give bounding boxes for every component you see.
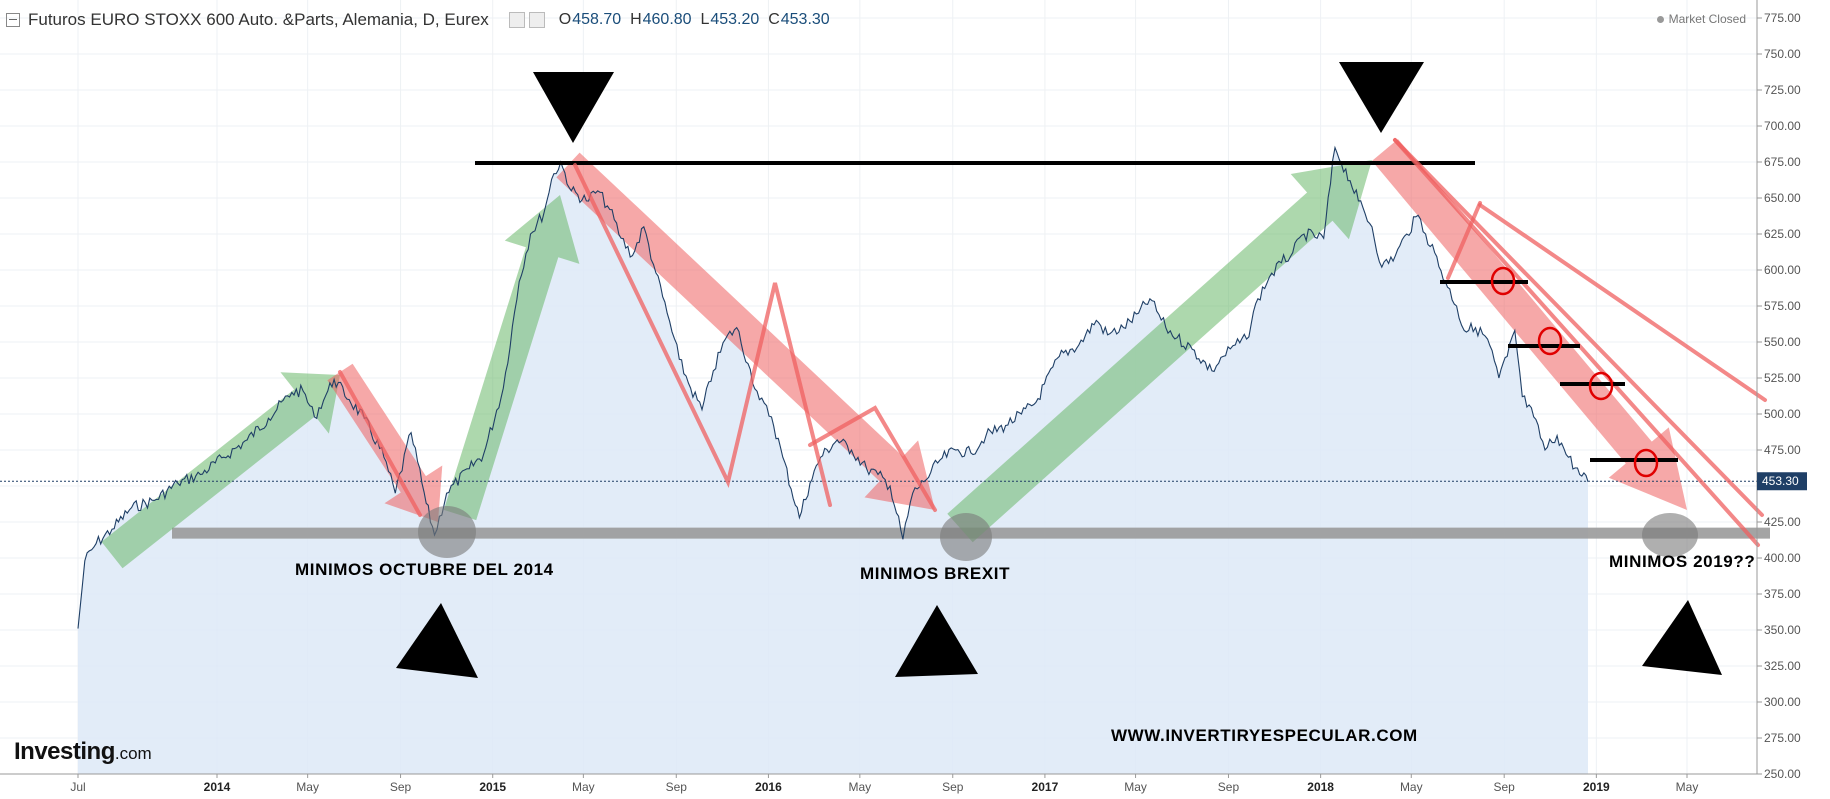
x-tick-label: May [849,780,872,794]
chart-annotation: MINIMOS BREXIT [860,564,1010,583]
low-marker [418,506,476,558]
x-tick-label: 2014 [204,780,231,794]
x-tick-label: May [1400,780,1423,794]
high-value: 460.80 [642,11,692,28]
triangle-marker [396,603,478,678]
ohlc-readout: O458.70 H460.80 L453.20 C453.30 [559,11,830,29]
y-tick-label: 350.00 [1764,623,1801,637]
y-tick-label: 550.00 [1764,335,1801,349]
y-tick-label: 250.00 [1764,767,1801,781]
x-tick-label: May [296,780,319,794]
x-tick-label: 2017 [1032,780,1059,794]
downtrend-arrow [556,152,935,510]
logo-suffix: .com [114,744,152,763]
x-tick-label: May [572,780,595,794]
trend-line [1393,138,1760,547]
y-tick-label: 700.00 [1764,119,1801,133]
collapse-toggle[interactable] [6,13,20,27]
trend-line [1478,203,1767,402]
trend-line [573,163,832,507]
x-tick-label: May [1676,780,1699,794]
chart-annotation: MINIMOS OCTUBRE DEL 2014 [295,560,554,579]
triangle-marker [895,605,978,677]
close-label: C [768,11,780,28]
y-tick-label: 625.00 [1764,227,1801,241]
trend-line [808,405,937,512]
downtrend-arrow [1372,139,1687,510]
chart-annotation: MINIMOS 2019?? [1609,552,1755,571]
trend-line [1393,138,1764,517]
y-tick-label: 500.00 [1764,407,1801,421]
y-tick-label: 575.00 [1764,299,1801,313]
highlight-circle [1490,266,1516,296]
y-tick-label: 375.00 [1764,587,1801,601]
chart-header: Futuros EURO STOXX 600 Auto. &Parts, Ale… [6,9,830,31]
trend-line [1446,201,1482,280]
low-value: 453.20 [710,11,760,28]
y-tick-label: 775.00 [1764,11,1801,25]
open-label: O [558,11,572,28]
x-tick-label: 2016 [755,780,782,794]
y-tick-label: 650.00 [1764,191,1801,205]
status-dot-icon [1656,15,1664,23]
low-label: L [700,11,710,28]
price-area [78,147,1588,775]
visibility-icon[interactable] [528,12,545,28]
y-tick-label: 525.00 [1764,371,1801,385]
y-tick-label: 425.00 [1764,515,1801,529]
y-tick-label: 325.00 [1764,659,1801,673]
highlight-circle [1633,448,1659,478]
y-tick-label: 300.00 [1764,695,1801,709]
x-tick-label: Sep [1494,780,1516,794]
y-tick-label: 725.00 [1764,83,1801,97]
market-status: Market Closed [1656,12,1746,26]
current-price-label: 453.30 [1762,474,1799,488]
uptrend-arrow [443,195,580,521]
highlight-circle [1537,326,1563,356]
close-value: 453.30 [780,11,830,28]
triangle-marker [1339,62,1424,133]
settings-icon[interactable] [508,12,525,28]
y-tick-label: 275.00 [1764,731,1801,745]
current-price-badge [1757,472,1807,491]
x-tick-label: Sep [942,780,964,794]
investing-logo: Investing .com [14,738,152,766]
uptrend-arrow [101,372,340,569]
y-tick-label: 675.00 [1764,155,1801,169]
x-tick-label: Jul [70,780,85,794]
market-status-text: Market Closed [1668,12,1746,26]
y-tick-label: 400.00 [1764,551,1801,565]
logo-brand: Investing [14,738,115,765]
uptrend-arrow [947,160,1372,543]
low-marker [1642,513,1698,557]
chart-annotation: WWW.INVERTIRYESPECULAR.COM [1111,726,1418,745]
low-marker [940,513,992,561]
trend-line [338,370,422,517]
high-label: H [630,11,642,28]
x-tick-label: Sep [1218,780,1240,794]
x-tick-label: 2018 [1307,780,1334,794]
x-tick-label: 2015 [479,780,506,794]
instrument-title: Futuros EURO STOXX 600 Auto. &Parts, Ale… [28,10,489,29]
open-value: 458.70 [572,11,622,28]
y-tick-label: 475.00 [1764,443,1801,457]
x-tick-label: Sep [666,780,688,794]
triangle-marker [1642,600,1722,675]
x-tick-label: May [1124,780,1147,794]
price-line [77,145,1589,629]
y-tick-label: 600.00 [1764,263,1801,277]
y-tick-label: 750.00 [1764,47,1801,61]
x-tick-label: Sep [390,780,412,794]
triangle-marker [533,72,614,143]
highlight-circle [1588,371,1614,401]
x-tick-label: 2019 [1583,780,1610,794]
